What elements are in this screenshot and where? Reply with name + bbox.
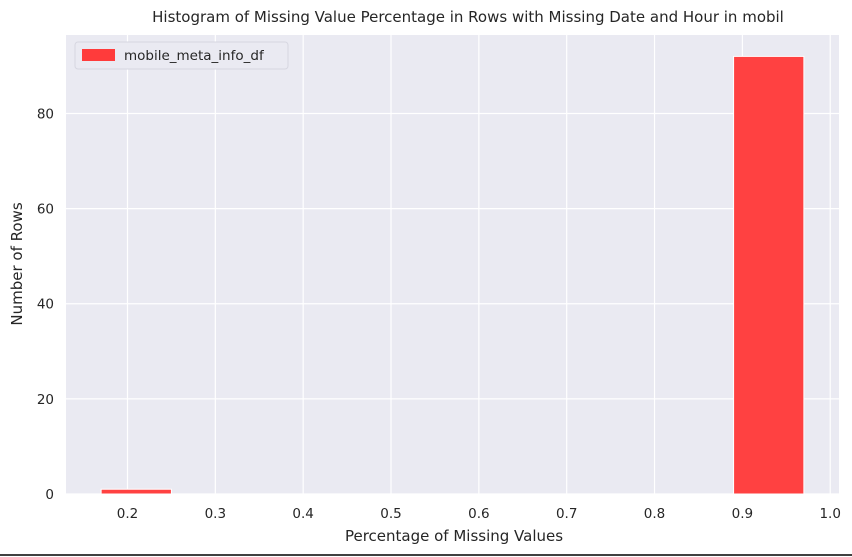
legend-box: [74, 41, 289, 70]
chart-title: Histogram of Missing Value Percentage in…: [152, 8, 784, 26]
histogram-bar: [733, 55, 805, 495]
y-tick-label: 0: [45, 487, 54, 503]
x-tick-labels: 0.2 0.3 0.4 0.5 0.6 0.7 0.8 0.9 1.0: [117, 506, 841, 522]
y-tick-label: 80: [37, 106, 54, 122]
x-tick-label: 0.7: [556, 506, 577, 522]
x-tick-label: 0.6: [468, 506, 489, 522]
x-tick-label: 0.2: [117, 506, 138, 522]
histogram-bar: [100, 488, 172, 495]
y-tick-label: 60: [37, 202, 54, 218]
plot-area: [66, 35, 839, 494]
grid-lines: [66, 35, 839, 495]
x-tick-label: 0.3: [205, 506, 226, 522]
y-tick-labels: 0 20 40 60 80: [37, 106, 54, 503]
x-tick-label: 1.0: [819, 506, 840, 522]
x-tick-label: 0.9: [732, 506, 753, 522]
x-tick-label: 0.4: [292, 506, 313, 522]
legend: mobile_meta_info_df: [74, 41, 289, 70]
legend-swatch: [82, 49, 115, 61]
legend-label: mobile_meta_info_df: [124, 48, 265, 64]
y-tick-label: 20: [37, 392, 54, 408]
y-axis-label: Number of Rows: [8, 202, 26, 325]
y-tick-label: 40: [37, 297, 54, 313]
x-tick-label: 0.5: [380, 506, 401, 522]
x-tick-label: 0.8: [644, 506, 665, 522]
bars: [100, 55, 805, 495]
x-axis-label: Percentage of Missing Values: [345, 527, 563, 545]
